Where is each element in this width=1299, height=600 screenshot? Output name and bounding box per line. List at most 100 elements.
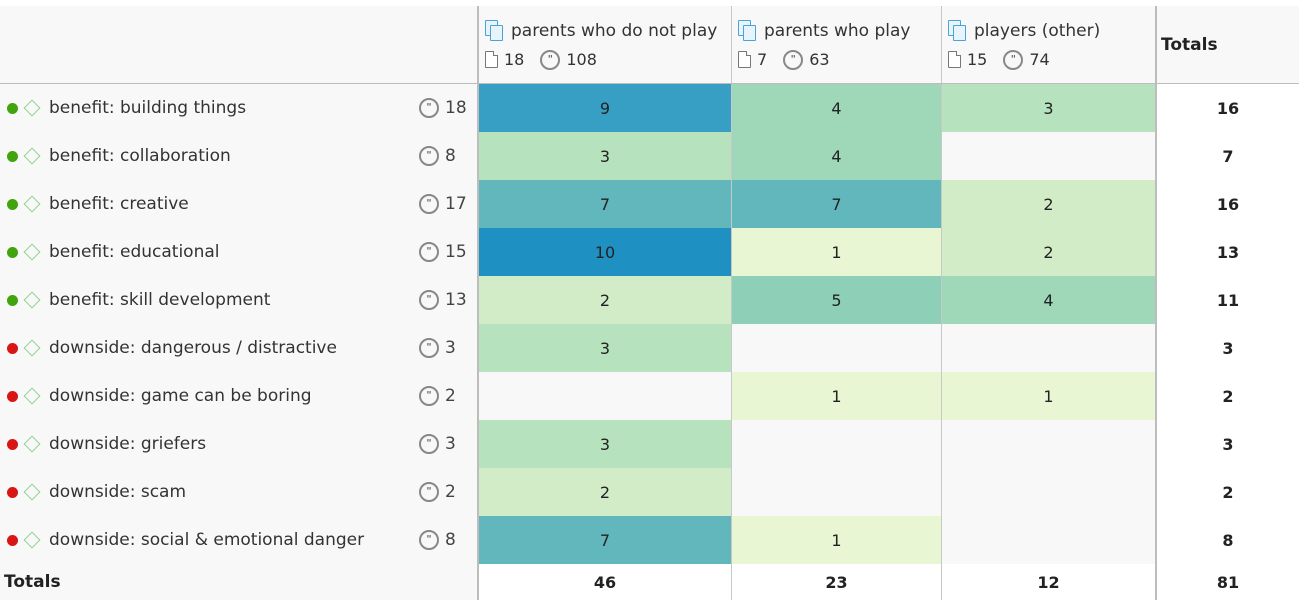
matrix-cell-group-2[interactable]: 7	[732, 180, 942, 228]
status-dot-icon	[7, 342, 18, 354]
totals-header-label: Totals	[1161, 34, 1218, 55]
code-cell[interactable]: downside: game can be boring " 2	[0, 372, 479, 420]
status-dot-icon	[7, 198, 18, 210]
code-cell[interactable]: benefit: collaboration " 8	[0, 132, 479, 180]
code-quote-count: " 15	[419, 242, 477, 262]
code-quote-count: " 8	[419, 146, 477, 166]
column-header-group-2[interactable]: parents who play 7 " 63	[732, 6, 942, 83]
status-dot-icon	[7, 102, 18, 114]
code-cell[interactable]: benefit: creative " 17	[0, 180, 479, 228]
matrix-cell-group-1[interactable]: 7	[479, 516, 732, 564]
matrix-cell-group-1[interactable]: 2	[479, 276, 732, 324]
row-total: 13	[1157, 228, 1299, 276]
matrix-cell-group-3[interactable]: 2	[942, 180, 1157, 228]
matrix-cell-group-3[interactable]	[942, 132, 1157, 180]
row-total: 7	[1157, 132, 1299, 180]
matrix-cell-group-1[interactable]: 9	[479, 84, 732, 132]
quotation-icon: "	[419, 98, 439, 118]
code-label: benefit: skill development	[49, 290, 271, 310]
status-dot-icon	[7, 486, 18, 498]
quotation-icon: "	[540, 49, 561, 70]
document-group-icon	[485, 19, 505, 42]
table-row[interactable]: downside: social & emotional danger " 8 7 1 8	[0, 516, 1299, 565]
code-quote-count: " 2	[419, 482, 477, 502]
matrix-cell-group-1[interactable]	[479, 372, 732, 420]
code-cell[interactable]: benefit: building things " 18	[0, 84, 479, 132]
matrix-cell-group-3[interactable]: 1	[942, 372, 1157, 420]
matrix-cell-group-1[interactable]: 10	[479, 228, 732, 276]
code-quote-count: " 13	[419, 290, 477, 310]
table-row[interactable]: downside: game can be boring " 2 1 1 2	[0, 372, 1299, 421]
column-header-group-1[interactable]: parents who do not play 18 " 108	[479, 6, 732, 83]
quotation-icon: "	[419, 290, 439, 310]
matrix-cell-group-1[interactable]: 3	[479, 132, 732, 180]
table-row[interactable]: downside: griefers " 3 3 3	[0, 420, 1299, 469]
code-label: benefit: building things	[49, 98, 247, 118]
table-row[interactable]: downside: scam " 2 2 2	[0, 468, 1299, 517]
code-cell[interactable]: benefit: educational " 15	[0, 228, 479, 276]
total-group-1: 46	[479, 564, 732, 600]
grand-total: 81	[1157, 564, 1299, 600]
matrix-cell-group-3[interactable]: 4	[942, 276, 1157, 324]
table-row[interactable]: benefit: creative " 17 7 7 2 16	[0, 180, 1299, 229]
row-total: 3	[1157, 324, 1299, 372]
group-name: parents who play	[764, 20, 911, 41]
code-label: benefit: collaboration	[49, 146, 231, 166]
matrix-cell-group-2[interactable]: 5	[732, 276, 942, 324]
row-total: 16	[1157, 180, 1299, 228]
matrix-cell-group-2[interactable]	[732, 468, 942, 516]
table-row[interactable]: benefit: skill development " 13 2 5 4 11	[0, 276, 1299, 325]
matrix-cell-group-3[interactable]	[942, 420, 1157, 468]
matrix-cell-group-2[interactable]	[732, 324, 942, 372]
group-name: parents who do not play	[511, 20, 718, 41]
matrix-cell-group-1[interactable]: 3	[479, 324, 732, 372]
code-cell[interactable]: benefit: skill development " 13	[0, 276, 479, 324]
quotation-icon: "	[1003, 49, 1024, 70]
matrix-cell-group-2[interactable]	[732, 420, 942, 468]
matrix-cell-group-3[interactable]: 3	[942, 84, 1157, 132]
matrix-cell-group-3[interactable]: 2	[942, 228, 1157, 276]
quotation-icon: "	[783, 49, 804, 70]
code-label: downside: dangerous / distractive	[49, 338, 337, 358]
quotation-icon: "	[419, 146, 439, 166]
code-diamond-icon	[23, 339, 41, 357]
matrix-cell-group-2[interactable]: 1	[732, 516, 942, 564]
group-doc-count: 7	[757, 50, 768, 69]
code-label: downside: scam	[49, 482, 187, 502]
column-header-group-3[interactable]: players (other) 15 " 74	[942, 6, 1157, 83]
matrix-cell-group-2[interactable]: 1	[732, 372, 942, 420]
code-cell[interactable]: downside: scam " 2	[0, 468, 479, 516]
status-dot-icon	[7, 246, 18, 258]
document-group-icon	[738, 19, 758, 42]
matrix-cell-group-3[interactable]	[942, 324, 1157, 372]
code-quote-count: " 18	[419, 98, 477, 118]
matrix-cell-group-1[interactable]: 3	[479, 420, 732, 468]
matrix-cell-group-2[interactable]: 4	[732, 132, 942, 180]
matrix-cell-group-3[interactable]	[942, 468, 1157, 516]
code-cell[interactable]: downside: griefers " 3	[0, 420, 479, 468]
code-quote-count: " 17	[419, 194, 477, 214]
matrix-cell-group-1[interactable]: 7	[479, 180, 732, 228]
matrix-cell-group-1[interactable]: 2	[479, 468, 732, 516]
code-cell[interactable]: downside: social & emotional danger " 8	[0, 516, 479, 564]
table-row[interactable]: downside: dangerous / distractive " 3 3 3	[0, 324, 1299, 373]
row-total: 2	[1157, 372, 1299, 420]
status-dot-icon	[7, 294, 18, 306]
table-row[interactable]: benefit: educational " 15 10 1 2 13	[0, 228, 1299, 277]
code-diamond-icon	[23, 483, 41, 501]
status-dot-icon	[7, 534, 18, 546]
matrix-cell-group-2[interactable]: 4	[732, 84, 942, 132]
code-diamond-icon	[23, 291, 41, 309]
quotation-icon: "	[419, 338, 439, 358]
matrix-cell-group-2[interactable]: 1	[732, 228, 942, 276]
matrix-cell-group-3[interactable]	[942, 516, 1157, 564]
group-quote-count: 63	[809, 50, 830, 69]
column-header-totals[interactable]: Totals	[1157, 6, 1299, 83]
code-cell[interactable]: downside: dangerous / distractive " 3	[0, 324, 479, 372]
totals-row-label: Totals	[0, 564, 479, 600]
code-quote-count: " 3	[419, 338, 477, 358]
quotation-icon: "	[419, 386, 439, 406]
table-row[interactable]: benefit: collaboration " 8 3 4 7	[0, 132, 1299, 181]
status-dot-icon	[7, 390, 18, 402]
table-row[interactable]: benefit: building things " 18 9 4 3 16	[0, 84, 1299, 133]
